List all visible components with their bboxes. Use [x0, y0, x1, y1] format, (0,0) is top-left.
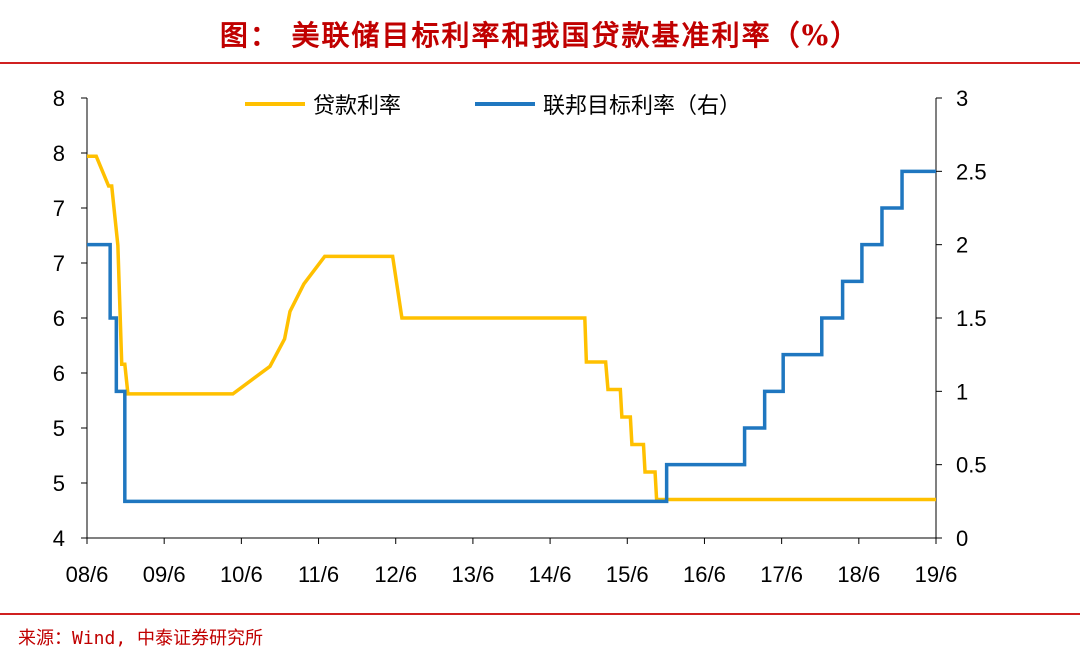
x-tick-label: 13/6	[451, 562, 494, 587]
right-tick-label: 1	[956, 379, 968, 404]
x-tick-label: 10/6	[220, 562, 263, 587]
x-tick-label: 15/6	[606, 562, 649, 587]
left-tick-label: 5	[53, 471, 65, 496]
left-tick-label: 7	[53, 251, 65, 276]
left-tick-label: 8	[53, 86, 65, 111]
x-tick-label: 11/6	[298, 562, 339, 587]
chart-title: 图： 美联储目标利率和我国贷款基准利率（%）	[219, 19, 861, 52]
left-tick-label: 8	[53, 141, 65, 166]
right-tick-label: 0.5	[956, 453, 987, 478]
right-tick-label: 2	[956, 233, 968, 258]
left-tick-label: 6	[53, 306, 65, 331]
x-tick-label: 18/6	[837, 562, 880, 587]
x-tick-label: 12/6	[374, 562, 417, 587]
legend-label-1: 联邦目标利率（右）	[543, 93, 741, 118]
legend-label-0: 贷款利率	[313, 93, 401, 118]
footer-rule	[0, 613, 1080, 615]
x-tick-label: 08/6	[66, 562, 109, 587]
series-line-0	[87, 154, 936, 502]
title-rule	[0, 62, 1080, 64]
left-tick-label: 7	[53, 196, 65, 221]
x-tick-label: 09/6	[143, 562, 186, 587]
x-tick-label: 16/6	[683, 562, 726, 587]
x-tick-label: 19/6	[915, 562, 958, 587]
right-tick-label: 3	[956, 86, 968, 111]
source-note: 来源：Wind, 中泰证券研究所	[18, 628, 264, 649]
x-tick-label: 17/6	[760, 562, 803, 587]
right-tick-label: 1.5	[956, 306, 987, 331]
x-tick-label: 14/6	[529, 562, 572, 587]
left-tick-label: 4	[53, 526, 65, 551]
right-tick-label: 2.5	[956, 159, 987, 184]
right-tick-label: 0	[956, 526, 968, 551]
left-tick-label: 6	[53, 361, 65, 386]
left-tick-label: 5	[53, 416, 65, 441]
series-line-1	[87, 169, 936, 504]
